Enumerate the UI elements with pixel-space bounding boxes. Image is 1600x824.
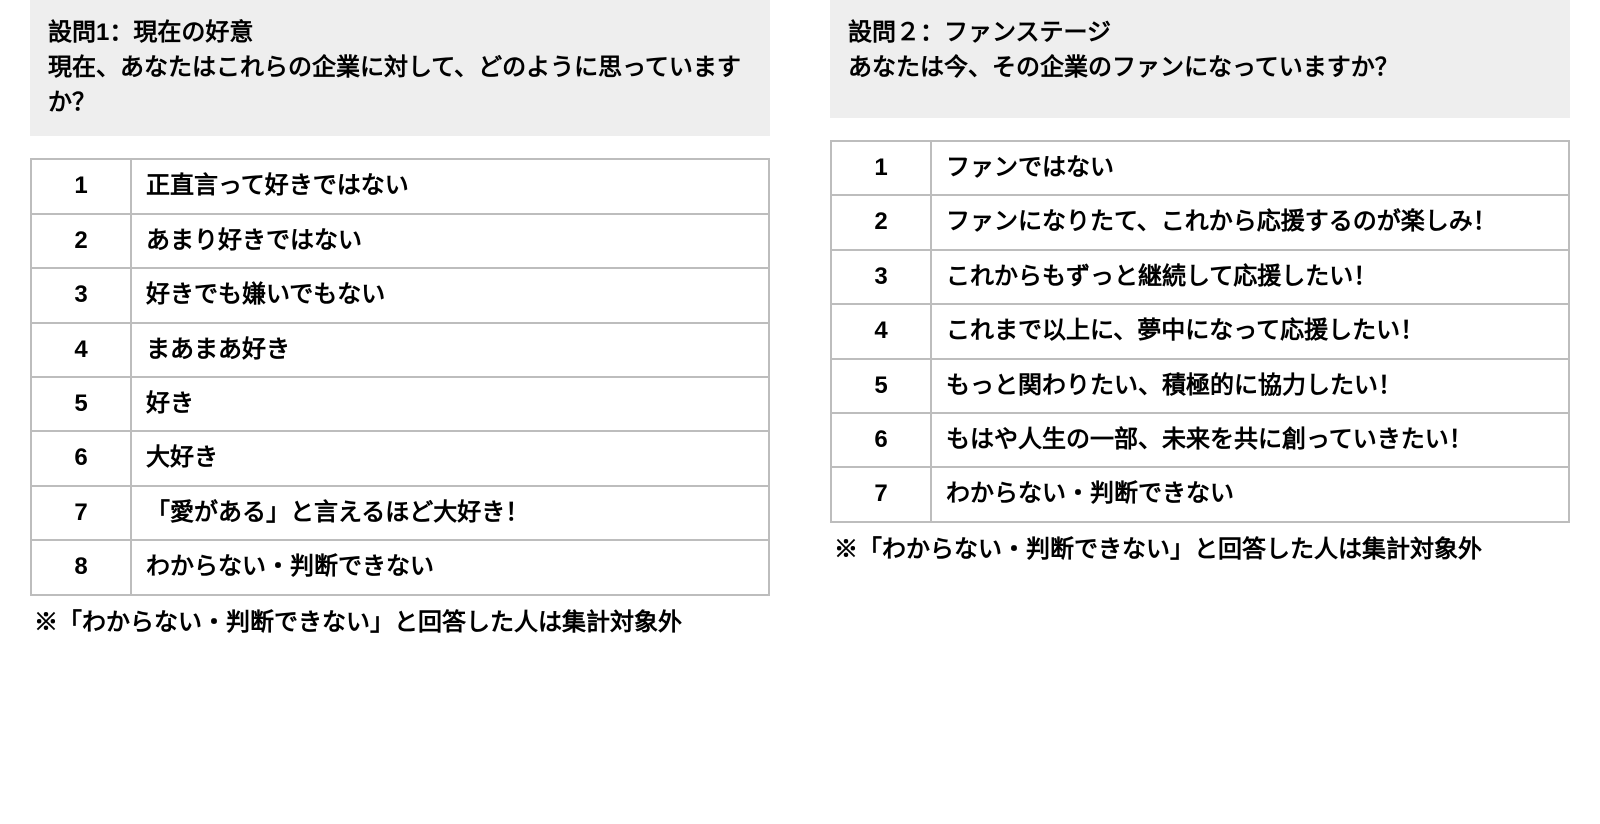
table-row: 6 もはや人生の一部、未来を共に創っていきたい！ — [831, 413, 1569, 467]
table-row: 5 もっと関わりたい、積極的に協力したい！ — [831, 359, 1569, 413]
option-number: 8 — [31, 540, 131, 594]
option-number: 6 — [31, 431, 131, 485]
option-number: 7 — [31, 486, 131, 540]
table-row: 8 わからない・判断できない — [31, 540, 769, 594]
question-2-header: 設問２：ファンステージ あなたは今、その企業のファンになっていますか？ — [830, 0, 1570, 118]
option-number: 6 — [831, 413, 931, 467]
table-row: 3 好きでも嫌いでもない — [31, 268, 769, 322]
option-number: 2 — [31, 214, 131, 268]
question-1-prompt: 現在、あなたはこれらの企業に対して、どのように思っていますか？ — [48, 51, 752, 121]
question-1-footnote: ※「わからない・判断できない」と回答した人は集計対象外 — [30, 606, 770, 640]
option-number: 2 — [831, 195, 931, 249]
option-number: 7 — [831, 467, 931, 521]
table-row: 3 これからもずっと継続して応援したい！ — [831, 250, 1569, 304]
table-row: 6 大好き — [31, 431, 769, 485]
question-2-column: 設問２：ファンステージ あなたは今、その企業のファンになっていますか？ 1 ファ… — [830, 0, 1570, 639]
table-row: 2 ファンになりたて、これから応援するのが楽しみ！ — [831, 195, 1569, 249]
table-row: 4 まあまあ好き — [31, 323, 769, 377]
option-number: 4 — [831, 304, 931, 358]
option-label: ファンではない — [931, 141, 1569, 195]
question-2-title: 設問２：ファンステージ — [848, 16, 1552, 51]
option-number: 3 — [831, 250, 931, 304]
option-label: 「愛がある」と言えるほど大好き！ — [131, 486, 769, 540]
table-row: 7 わからない・判断できない — [831, 467, 1569, 521]
table-row: 7 「愛がある」と言えるほど大好き！ — [31, 486, 769, 540]
option-label: これからもずっと継続して応援したい！ — [931, 250, 1569, 304]
option-label: わからない・判断できない — [131, 540, 769, 594]
question-1-options-table: 1 正直言って好きではない 2 あまり好きではない 3 好きでも嫌いでもない 4… — [30, 158, 770, 595]
option-label: まあまあ好き — [131, 323, 769, 377]
option-label: 正直言って好きではない — [131, 159, 769, 213]
question-1-column: 設問1：現在の好意 現在、あなたはこれらの企業に対して、どのように思っていますか… — [30, 0, 770, 639]
question-2-prompt: あなたは今、その企業のファンになっていますか？ — [848, 51, 1552, 86]
table-row: 5 好き — [31, 377, 769, 431]
option-number: 1 — [31, 159, 131, 213]
option-label: もっと関わりたい、積極的に協力したい！ — [931, 359, 1569, 413]
table-row: 4 これまで以上に、夢中になって応援したい！ — [831, 304, 1569, 358]
option-label: もはや人生の一部、未来を共に創っていきたい！ — [931, 413, 1569, 467]
page-root: 設問1：現在の好意 現在、あなたはこれらの企業に対して、どのように思っていますか… — [0, 0, 1600, 639]
question-2-options-table: 1 ファンではない 2 ファンになりたて、これから応援するのが楽しみ！ 3 これ… — [830, 140, 1570, 523]
question-1-title: 設問1：現在の好意 — [48, 16, 752, 51]
option-label: 好き — [131, 377, 769, 431]
question-2-footnote: ※「わからない・判断できない」と回答した人は集計対象外 — [830, 533, 1570, 567]
option-label: これまで以上に、夢中になって応援したい！ — [931, 304, 1569, 358]
table-row: 1 ファンではない — [831, 141, 1569, 195]
option-label: わからない・判断できない — [931, 467, 1569, 521]
option-number: 4 — [31, 323, 131, 377]
table-row: 2 あまり好きではない — [31, 214, 769, 268]
option-number: 5 — [31, 377, 131, 431]
option-number: 3 — [31, 268, 131, 322]
option-label: あまり好きではない — [131, 214, 769, 268]
option-label: 大好き — [131, 431, 769, 485]
option-number: 5 — [831, 359, 931, 413]
option-number: 1 — [831, 141, 931, 195]
question-1-header: 設問1：現在の好意 現在、あなたはこれらの企業に対して、どのように思っていますか… — [30, 0, 770, 136]
option-label: 好きでも嫌いでもない — [131, 268, 769, 322]
option-label: ファンになりたて、これから応援するのが楽しみ！ — [931, 195, 1569, 249]
table-row: 1 正直言って好きではない — [31, 159, 769, 213]
